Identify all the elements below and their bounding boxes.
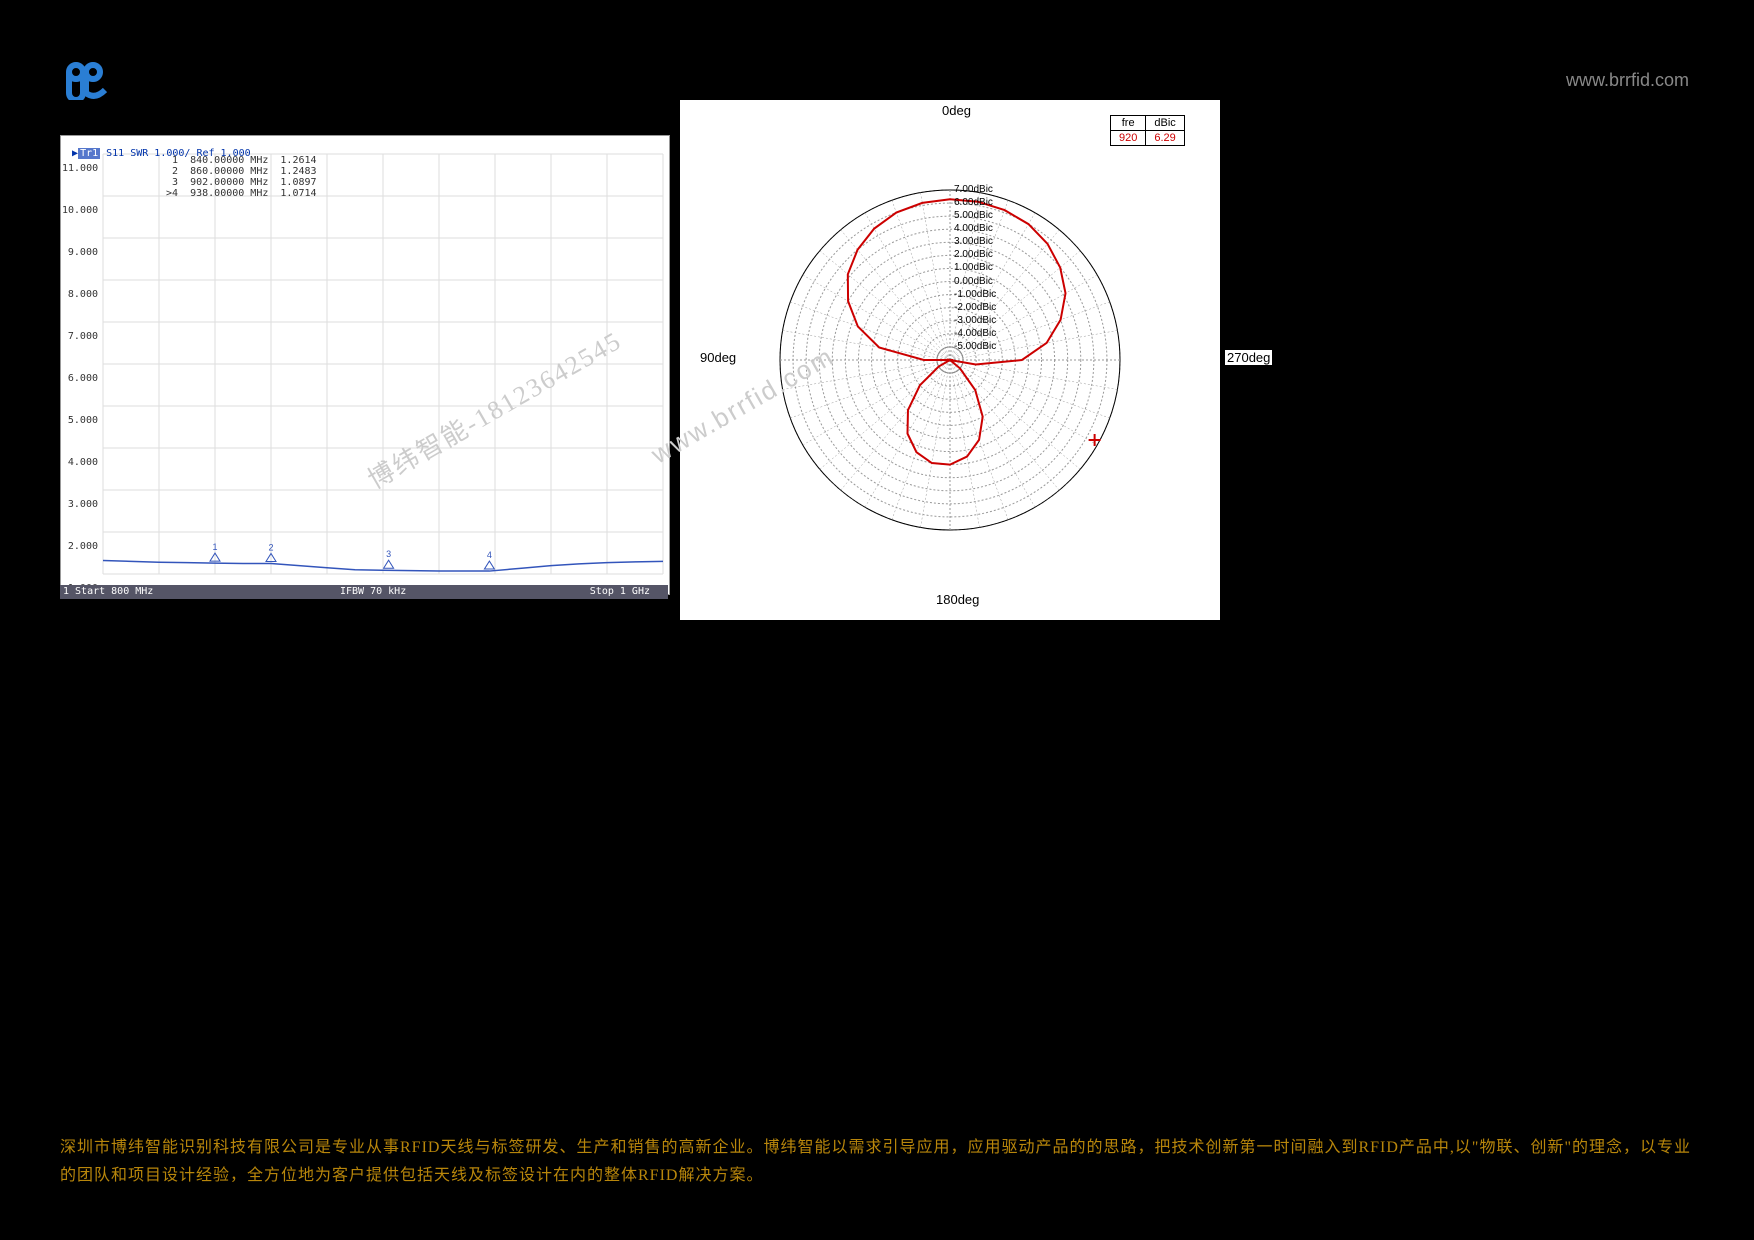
angle-label-180: 180deg	[934, 592, 981, 607]
angle-label-0: 0deg	[940, 103, 973, 118]
svg-text:2: 2	[268, 543, 273, 553]
dbic-th-dbic: dBic	[1146, 116, 1184, 131]
swr-chart-panel: 1 2 3 4	[60, 135, 670, 595]
swr-status-bar: 1 Start 800 MHz IFBW 70 kHz Stop 1 GHz	[60, 585, 668, 599]
polar-plot	[680, 100, 1220, 620]
svg-text:4: 4	[487, 550, 492, 560]
svg-text:1: 1	[212, 542, 217, 552]
dbic-table: fredBic 9206.29	[1110, 115, 1185, 146]
svg-text:3: 3	[386, 549, 391, 559]
website-url: www.brrfid.com	[1566, 70, 1689, 91]
swr-marker-list: 1 840.00000 MHz 1.2614 2 860.00000 MHz 1…	[160, 155, 317, 199]
page-header: www.brrfid.com	[60, 60, 1694, 100]
dbic-th-fre: fre	[1111, 116, 1146, 131]
swr-ifbw: IFBW 70 kHz	[340, 585, 406, 599]
swr-grid: 1 2 3 4	[61, 136, 671, 594]
swr-y-axis: 1.0002.0003.0004.0005.0006.0007.0008.000…	[62, 150, 98, 580]
swr-trace-title: ▶Tr1 S11 SWR 1.000/ Ref 1.000	[60, 137, 660, 159]
swr-stop-freq: Stop 1 GHz	[590, 585, 650, 599]
dbic-td-val: 6.29	[1146, 131, 1184, 146]
angle-label-90: 90deg	[698, 350, 738, 365]
brrfid-logo	[65, 60, 113, 105]
footer-text: 深圳市博纬智能识别科技有限公司是专业从事RFID天线与标签研发、生产和销售的高新…	[60, 1134, 1694, 1190]
angle-label-270: 270deg	[1225, 350, 1272, 365]
dbic-td-fre: 920	[1111, 131, 1146, 146]
swr-start-freq: 1 Start 800 MHz	[63, 585, 153, 599]
